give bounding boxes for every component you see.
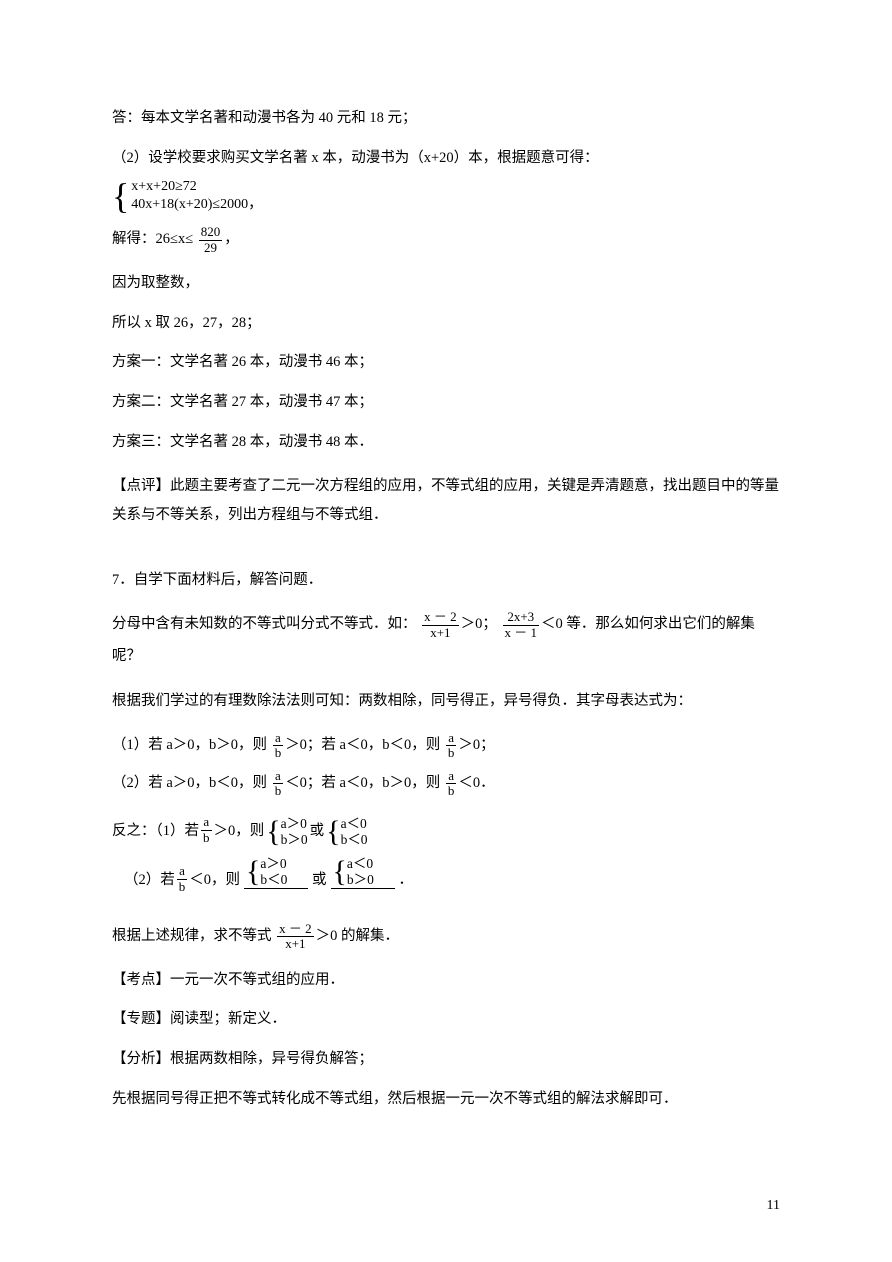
kaodian: 【考点】一元一次不等式组的应用． <box>112 970 780 992</box>
frac-den: 29 <box>199 241 223 255</box>
p1: 分母中含有未知数的不等式叫分式不等式．如： x － 2 x+1 ＞0； 2x+3… <box>112 609 780 673</box>
group-2: { a＜0 b＜0 <box>326 816 367 848</box>
solve-prefix: 解得：26≤x≤ <box>112 231 193 247</box>
frac-ab-1: a b <box>273 731 284 761</box>
frac-ab-6: a b <box>177 864 188 894</box>
left-brace: { <box>112 178 129 214</box>
plan-2: 方案二：文学名著 27 本，动漫书 47 本； <box>112 392 780 414</box>
p1b: ＞0； <box>461 616 497 632</box>
group-1: { a＞0 b＞0 <box>266 816 307 848</box>
r1b: ＞0；若 a＜0，b＜0，则 <box>285 737 440 753</box>
solve-line: 解得：26≤x≤ 820 29 ， <box>112 225 780 255</box>
question-7: 7．自学下面材料后，解答问题． <box>112 570 780 592</box>
frac-ab-3: a b <box>273 769 284 799</box>
frac-820-29: 820 29 <box>199 225 223 255</box>
p3: 根据上述规律，求不等式 x － 2 x+1 ＞0 的解集． <box>112 922 780 952</box>
period: ． <box>399 870 414 892</box>
or-2: 或 <box>312 870 327 892</box>
plan-3: 方案三：文学名著 28 本，动漫书 48 本． <box>112 432 780 454</box>
r1c: ＞0； <box>458 737 494 753</box>
p4: 先根据同号得正把不等式转化成不等式组，然后根据一元一次不等式组的解法求解即可． <box>112 1089 780 1111</box>
or-1: 或 <box>310 821 325 843</box>
inequality-system-1: { x+x+20≥72 40x+18(x+20)≤2000 ， <box>112 178 780 216</box>
inv1b: ＞0，则 <box>214 821 265 843</box>
blank-1: { a＞0 b＜0 <box>244 874 308 890</box>
frac-final: x － 2 x+1 <box>277 922 314 952</box>
page-number: 11 <box>767 1195 780 1216</box>
frac-x2-x1: x － 2 x+1 <box>422 610 459 640</box>
fenxi: 【分析】根据两数相除，异号得负解答； <box>112 1049 780 1071</box>
frac-ab-4: a b <box>446 769 457 799</box>
x-values-line: 所以 x 取 26，27，28； <box>112 313 780 335</box>
inverse-2: （2）若 a b ＜0，则 { a＞0 b＜0 或 { a＜0 b＞0 <box>112 866 780 896</box>
system-tail: ， <box>248 194 263 216</box>
p3b: ＞0 的解集． <box>316 928 399 944</box>
rule-1: （1）若 a＞0，b＞0，则 a b ＞0；若 a＜0，b＜0，则 a b ＞0… <box>112 731 780 761</box>
system-row-b: 40x+18(x+20)≤2000 <box>131 196 248 215</box>
brace-icon: { <box>246 858 260 886</box>
inv2b: ＜0，则 <box>189 870 240 892</box>
p2: 根据我们学过的有理数除法法则可知：两数相除，同号得正，异号得负．其字母表达式为： <box>112 691 780 713</box>
frac-2x3-x1: 2x+3 x － 1 <box>503 610 540 640</box>
p3a: 根据上述规律，求不等式 <box>112 928 272 944</box>
zhuanti: 【专题】阅读型；新定义． <box>112 1009 780 1031</box>
inv1a: 反之：（1）若 <box>112 821 199 843</box>
integer-line: 因为取整数， <box>112 273 780 295</box>
p1a: 分母中含有未知数的不等式叫分式不等式．如： <box>112 616 417 632</box>
brace-icon: { <box>333 858 347 886</box>
comment-line: 【点评】此题主要考查了二元一次方程组的应用，不等式组的应用，关键是弄清题意，找出… <box>112 472 780 530</box>
system-content: x+x+20≥72 40x+18(x+20)≤2000 <box>131 178 248 216</box>
answer-line-1: 答：每本文学名著和动漫书各为 40 元和 18 元； <box>112 108 780 130</box>
inverse-1: 反之：（1）若 a b ＞0，则 { a＞0 b＞0 或 { a＜0 b＜0 <box>112 816 780 848</box>
frac-ab-5: a b <box>201 815 212 845</box>
plan-1: 方案一：文学名著 26 本，动漫书 46 本； <box>112 352 780 374</box>
rule-2: （2）若 a＞0，b＜0，则 a b ＜0；若 a＜0，b＞0，则 a b ＜0… <box>112 769 780 799</box>
brace-icon: { <box>326 818 340 846</box>
inv2a: （2）若 <box>124 870 175 892</box>
r1a: （1）若 a＞0，b＞0，则 <box>112 737 267 753</box>
r2a: （2）若 a＞0，b＜0，则 <box>112 775 267 791</box>
page: 答：每本文学名著和动漫书各为 40 元和 18 元； （2）设学校要求购买文学名… <box>0 0 892 1262</box>
solve-suffix: ， <box>224 231 239 247</box>
brace-icon: { <box>266 818 280 846</box>
frac-ab-2: a b <box>446 731 457 761</box>
system-row-a: x+x+20≥72 <box>131 178 248 197</box>
r2b: ＜0；若 a＜0，b＞0，则 <box>285 775 440 791</box>
r2c: ＜0． <box>458 775 494 791</box>
blank-2: { a＜0 b＞0 <box>331 874 395 890</box>
frac-num: 820 <box>199 225 223 240</box>
setup-line: （2）设学校要求购买文学名著 x 本，动漫书为（x+20）本，根据题意可得： <box>112 148 780 170</box>
